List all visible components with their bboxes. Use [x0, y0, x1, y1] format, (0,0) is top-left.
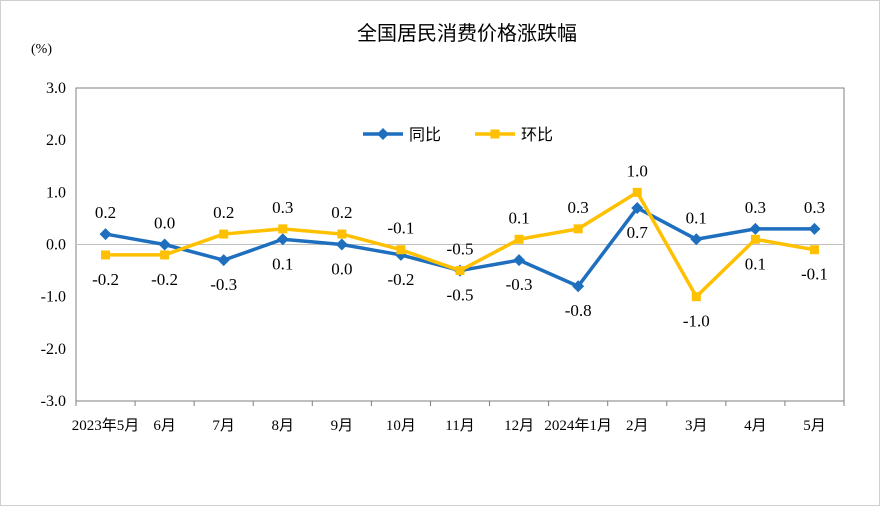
yoy-point	[572, 280, 585, 293]
legend: 同比 环比	[363, 125, 553, 144]
yoy-point	[749, 222, 762, 235]
mom-point	[750, 234, 760, 244]
mom-point	[101, 250, 111, 260]
x-tick-label: 6月	[153, 418, 176, 434]
x-tick-label: 10月	[386, 418, 416, 434]
x-tick-label: 9月	[331, 418, 354, 434]
mom-data-label: -0.5	[447, 240, 474, 259]
mom-data-label: 0.3	[568, 198, 589, 217]
yoy-data-label: 0.3	[745, 198, 766, 217]
legend-marker-yoy	[377, 128, 389, 140]
yoy-point	[99, 228, 112, 241]
yoy-data-label: -0.3	[210, 275, 237, 294]
y-tick-label: 3.0	[46, 80, 66, 97]
mom-data-label: 0.2	[331, 203, 352, 222]
mom-data-label: 0.3	[272, 198, 293, 217]
yoy-data-label: -0.2	[387, 270, 414, 289]
x-tick-label: 12月	[504, 418, 534, 434]
mom-point	[396, 245, 406, 255]
mom-point	[278, 224, 288, 234]
mom-point	[160, 250, 170, 260]
yoy-point	[808, 222, 821, 235]
mom-data-label: 0.1	[745, 254, 766, 273]
series-layer	[99, 187, 821, 302]
legend-label-mom: 环比	[521, 125, 553, 144]
mom-data-label: -0.1	[801, 265, 828, 284]
mom-data-label: 1.0	[627, 161, 648, 180]
mom-data-label: -0.2	[151, 270, 178, 289]
yoy-point	[217, 254, 230, 267]
mom-point	[632, 187, 642, 197]
mom-data-label: 0.1	[508, 208, 529, 227]
y-tick-label: -3.0	[41, 393, 66, 410]
yoy-point	[276, 233, 289, 246]
chart-title: 全国居民消费价格涨跌幅	[357, 21, 577, 45]
x-tick-label: 2024年1月	[544, 417, 612, 434]
x-tick-label: 2月	[626, 418, 649, 434]
yoy-data-label: 0.2	[95, 203, 116, 222]
yoy-point	[631, 201, 644, 214]
yoy-data-label: 0.0	[154, 214, 175, 233]
data-label-layer: 0.2 -0.2 0.0 -0.2 -0.3 0.2 0.1 0.3 0.0 0.2 -0.2 -0.…	[92, 161, 828, 330]
x-tick-label: 7月	[212, 418, 235, 434]
yoy-data-label: 0.0	[331, 260, 352, 279]
mom-point	[809, 245, 819, 255]
legend-marker-mom	[490, 129, 500, 139]
mom-data-label: -0.2	[92, 270, 119, 289]
mom-data-label: -1.0	[683, 312, 710, 331]
mom-point	[691, 292, 701, 302]
yoy-data-label: 0.7	[627, 223, 649, 242]
yoy-data-label: 0.1	[272, 254, 293, 273]
yoy-data-label: 0.1	[686, 208, 707, 227]
mom-data-label: -0.1	[387, 219, 414, 238]
yoy-data-label: -0.3	[506, 275, 533, 294]
y-tick-label: -2.0	[41, 341, 66, 358]
y-axis-unit: (%)	[31, 42, 52, 57]
x-tick-label: 5月	[803, 418, 826, 434]
mom-data-label: 0.2	[213, 203, 234, 222]
mom-point	[455, 266, 465, 276]
legend-label-yoy: 同比	[409, 125, 441, 144]
y-tick-label: 0.0	[46, 237, 66, 254]
x-tick-label: 11月	[445, 418, 474, 434]
y-tick-label: 1.0	[46, 184, 66, 201]
yoy-point	[690, 233, 703, 246]
yoy-data-label: 0.3	[804, 198, 825, 217]
x-tick-label: 4月	[744, 418, 767, 434]
yoy-data-label: -0.8	[565, 301, 592, 320]
yoy-point	[158, 238, 171, 251]
y-tick-label: 2.0	[46, 132, 66, 149]
mom-point	[514, 234, 524, 244]
x-tick-label: 2023年5月	[72, 417, 140, 434]
mom-point	[573, 224, 583, 234]
yoy-point	[335, 238, 348, 251]
axis-layer: 3.0 2.0 1.0 0.0 -1.0 -2.0 -3.0 2023年5月 6月 7月 8月 9月 1…	[41, 80, 845, 434]
x-tick-label: 3月	[685, 418, 708, 434]
mom-point	[337, 229, 347, 239]
y-tick-label: -1.0	[41, 289, 66, 306]
yoy-point	[513, 254, 526, 267]
x-tick-label: 8月	[272, 418, 295, 434]
yoy-data-label: -0.5	[447, 286, 474, 305]
mom-point	[219, 229, 229, 239]
